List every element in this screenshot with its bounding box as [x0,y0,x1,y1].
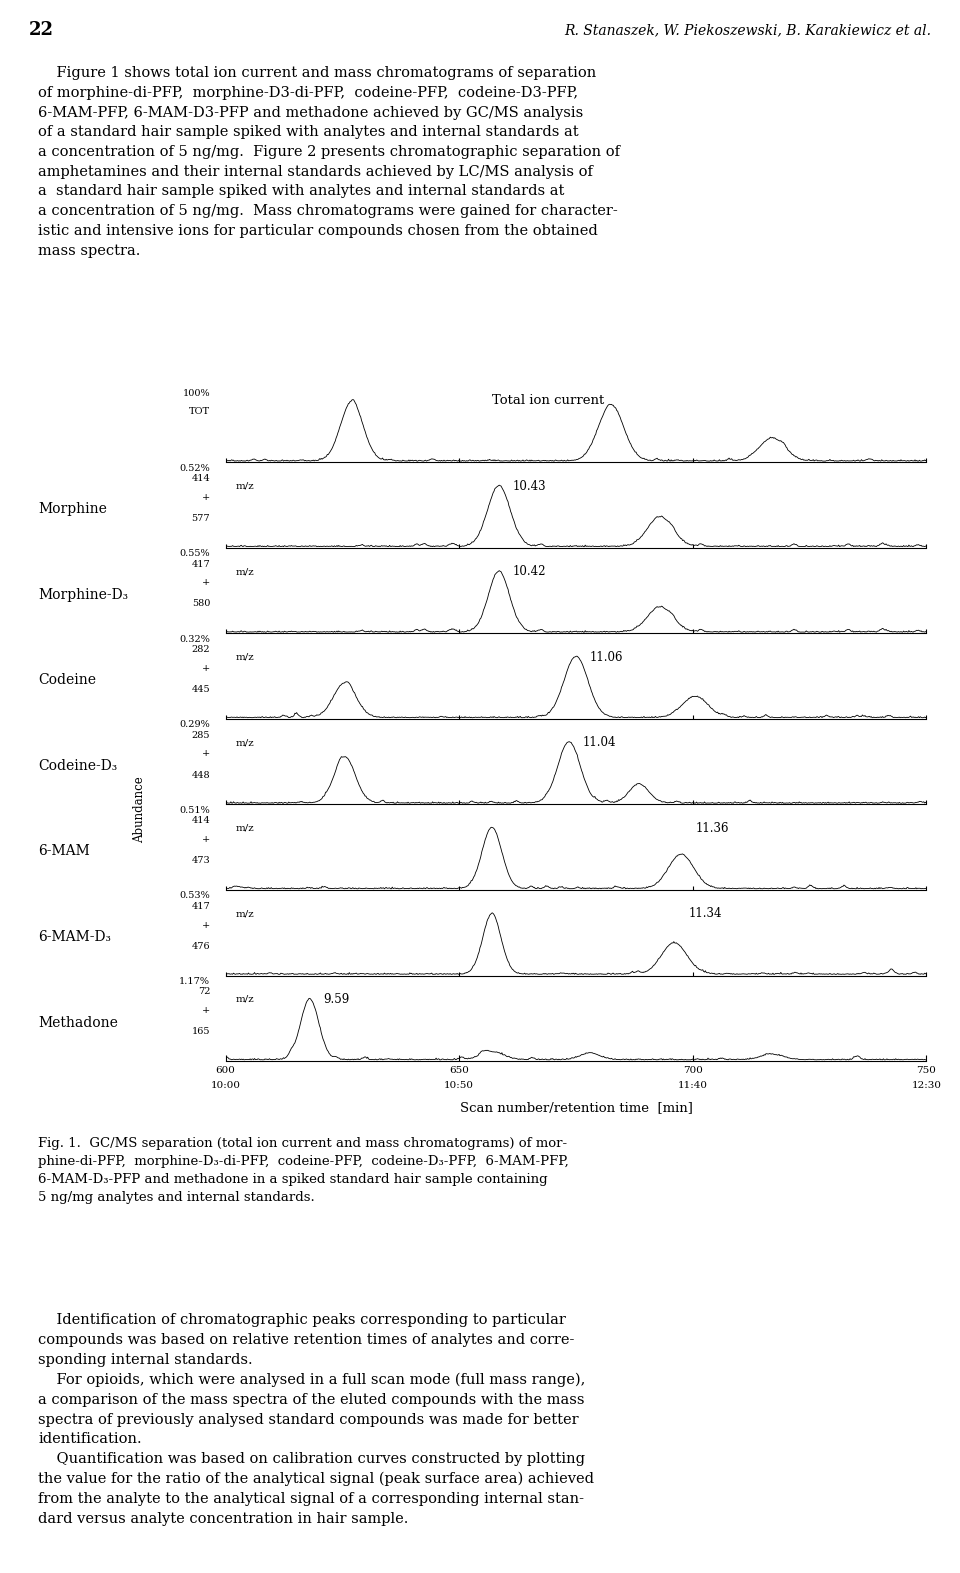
Text: +: + [202,835,210,845]
Text: 445: 445 [192,684,210,694]
Text: +: + [202,1007,210,1015]
Text: 9.59: 9.59 [324,993,350,1005]
Text: 10.43: 10.43 [513,480,546,492]
Text: 11.34: 11.34 [688,908,722,920]
Text: 11.36: 11.36 [695,821,729,835]
Text: 6-MAM: 6-MAM [38,845,90,859]
Text: m/z: m/z [236,738,254,747]
Text: R. Stanaszek, W. Piekoszewski, B. Karakiewicz et al.: R. Stanaszek, W. Piekoszewski, B. Karaki… [564,24,931,36]
Text: 0.53%: 0.53% [180,892,210,900]
Text: Codeine: Codeine [38,673,96,687]
Text: 417: 417 [191,901,210,911]
Text: m/z: m/z [236,824,254,832]
Text: 72: 72 [198,988,210,996]
Text: TOT: TOT [189,407,210,417]
Text: Methadone: Methadone [38,1016,118,1029]
Text: Total ion current: Total ion current [492,395,604,407]
Text: 6-MAM-D₃: 6-MAM-D₃ [38,930,111,944]
Text: m/z: m/z [236,994,254,1004]
Text: +: + [202,749,210,758]
Text: 11:40: 11:40 [678,1081,708,1090]
Text: +: + [202,579,210,587]
Text: m/z: m/z [236,909,254,919]
Text: Figure 1 shows total ion current and mass chromatograms of separation
of morphin: Figure 1 shows total ion current and mas… [38,66,620,258]
Text: +: + [202,492,210,502]
Text: Scan number/retention time  [min]: Scan number/retention time [min] [460,1101,692,1114]
Text: 414: 414 [191,816,210,826]
Text: 448: 448 [192,771,210,780]
Text: 0.51%: 0.51% [180,805,210,815]
Text: 285: 285 [192,731,210,739]
Text: 11.06: 11.06 [590,651,623,664]
Text: 10:00: 10:00 [210,1081,241,1090]
Text: +: + [202,664,210,673]
Text: 22: 22 [29,20,54,39]
Text: +: + [202,920,210,930]
Text: 165: 165 [192,1027,210,1037]
Text: 0.55%: 0.55% [180,549,210,558]
Text: 476: 476 [192,942,210,950]
Text: 0.32%: 0.32% [180,635,210,643]
Text: 0.52%: 0.52% [180,464,210,473]
Text: m/z: m/z [236,481,254,491]
Text: 417: 417 [191,560,210,569]
Text: 0.29%: 0.29% [180,720,210,730]
Text: 12:30: 12:30 [911,1081,942,1090]
Text: m/z: m/z [236,568,254,576]
Text: 473: 473 [191,856,210,865]
Text: 580: 580 [192,599,210,609]
Text: 282: 282 [192,645,210,654]
Text: Morphine-D₃: Morphine-D₃ [38,588,129,602]
Text: 414: 414 [191,473,210,483]
Text: 11.04: 11.04 [583,736,616,749]
Text: 577: 577 [192,514,210,522]
Text: Codeine-D₃: Codeine-D₃ [38,758,118,772]
Text: 1.17%: 1.17% [180,977,210,986]
Text: 100%: 100% [182,389,210,398]
Text: m/z: m/z [236,653,254,662]
Text: Fig. 1.  GC/MS separation (total ion current and mass chromatograms) of mor-
phi: Fig. 1. GC/MS separation (total ion curr… [38,1137,569,1205]
Text: 10.42: 10.42 [513,565,546,579]
Text: Morphine: Morphine [38,502,108,516]
Text: Identification of chromatographic peaks corresponding to particular
compounds wa: Identification of chromatographic peaks … [38,1313,594,1526]
Text: 10:50: 10:50 [444,1081,474,1090]
Text: Abundance: Abundance [132,775,146,843]
